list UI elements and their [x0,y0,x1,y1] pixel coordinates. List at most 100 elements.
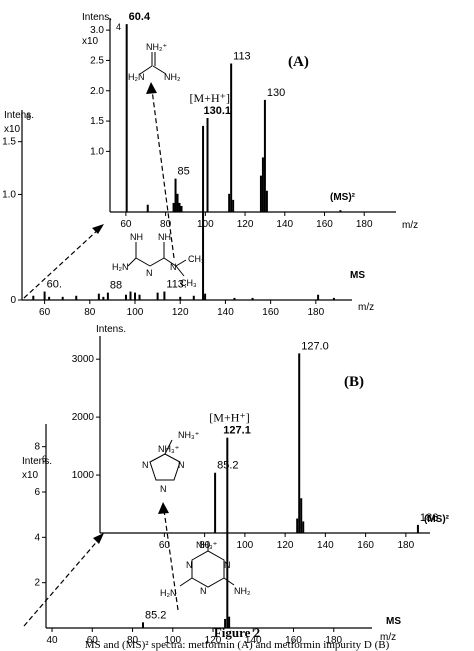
x-tick-label: 160 [316,219,333,230]
x-tick-label: 100 [197,219,214,230]
triazole-structure [149,439,181,481]
x-tick-label: 120 [277,540,294,551]
x-tick-label: 100 [237,540,254,551]
x-tick-label: 80 [160,219,172,230]
x-tick-label: 120 [237,219,254,230]
x-tick-label: 40 [46,635,58,646]
y-tick-label: 1.0 [90,146,104,157]
svg-text:NH₃⁺: NH₃⁺ [196,540,218,550]
x-tick-label: 140 [317,540,334,551]
spectrum-label: MS [386,616,401,627]
x-tick-label: 140 [276,219,293,230]
triazine-structure [179,543,235,588]
x-tick-label: 80 [199,540,211,551]
peak-label: 85.2 [217,460,238,472]
peak-label: 130 [267,87,285,99]
figure-label: Figure 2 [213,625,261,640]
svg-text:CH₃: CH₃ [188,254,205,264]
x-tick-label: 140 [217,307,234,318]
x-tick-label: 120 [205,635,222,646]
svg-text:N: N [146,268,153,278]
intens-label: Intens. [96,324,126,335]
svg-text:N: N [142,460,149,470]
peak-label: 85.2 [145,609,166,621]
y-tick-label: 1.5 [90,116,104,127]
x-tick-label: 180 [325,635,342,646]
chart-b-ms: 40 60 80 100 120 140 160 180246885.2[M+H⁺]127.1… [22,411,401,646]
svg-text:N: N [224,560,231,570]
svg-text:NH₃⁺: NH₃⁺ [178,430,200,440]
y-tick-label: 2.5 [90,55,104,66]
exponent-label: 6 [42,454,47,464]
svg-text:H₂N: H₂N [128,72,145,82]
exponent-label: 6 [26,112,31,122]
y-tick-label: 3000 [72,354,95,365]
x-tick-label: 140 [245,635,262,646]
figure-caption: MS and (MS)² spectra: metformin (A) and … [84,639,390,651]
svg-text:H₂N: H₂N [160,588,177,598]
x-tick-label: 80 [84,307,96,318]
x-tick-label: 100 [164,635,181,646]
x10-label: x10 [82,36,99,47]
x-tick-label: 80 [127,635,139,646]
x-tick-label: 160 [285,635,302,646]
intens-label: Intens. [22,456,52,467]
peak-label: 85 [178,166,190,178]
y-tick-label: 1.0 [2,189,16,200]
peak-label: 88 [110,280,122,292]
x-tick-label: 60 [87,635,99,646]
fragment-head-a [146,82,157,94]
intens-label: Intens. [82,12,112,23]
zoom-arrow-a [23,227,101,299]
x-tick-label: 60 [39,307,51,318]
peak-label: 127.0 [301,340,329,352]
svg-text:N: N [170,262,177,272]
x-tick-label: 160 [357,540,374,551]
svg-text:NH₂: NH₂ [164,72,181,82]
svg-text:NH: NH [158,232,171,242]
x-tick-label: 60 [120,219,132,230]
zoom-arrow-b [23,537,101,627]
arrow-head-a [92,224,104,234]
spectrum-label: (MS)² [424,514,450,525]
svg-text:NH: NH [130,232,143,242]
peak-label: 113 [233,50,251,62]
chart-a-ms2: 60 80 100 120 140 160 180 1.0 1.5 2.0 2.5 3.0 60.4 11… [82,11,418,231]
peak-label: [M+H⁺] [209,411,249,425]
peak-label: 130.1 [204,105,232,117]
fragment-arrow-b [163,509,179,611]
panel-label: (B) [344,374,364,390]
peak-label: 186 [420,512,438,524]
metformin-structure [127,242,187,277]
y-tick-label: 1.5 [2,137,16,148]
chart-a-ms: 60 80 100 120 140 160 180 0 1.0 1.5 60. 88 113. Inten… [2,110,374,318]
chart-b-ms2: 60 80 100 120 140 160 180 1000 2000 3000 127.0 85.2… [72,324,450,551]
x10-label: x10 [4,124,21,135]
spectrum-label: MS [350,270,365,281]
svg-text:N: N [160,484,167,494]
mz-label: m/z [402,220,418,231]
x-tick-label: 60 [159,540,171,551]
x-tick-label: 180 [398,540,415,551]
peak-label: 127.1 [223,425,251,437]
arrow-head-b [93,533,104,544]
x-tick-label: 160 [262,307,279,318]
peak-label: 60.4 [129,11,151,23]
zoom-arrows [23,89,179,627]
exponent-label: 4 [116,22,121,32]
spectrum-label: (MS)² [330,192,356,203]
peak-label: [M+H⁺] [190,91,230,105]
x-tick-label: 180 [307,307,324,318]
x-tick-label: 120 [172,307,189,318]
svg-text:NH₂⁺: NH₂⁺ [146,42,167,52]
x10-label: x10 [22,470,39,481]
svg-text:N: N [186,560,193,570]
arrow-heads [92,82,169,544]
svg-text:N: N [178,460,185,470]
svg-text:N: N [200,586,207,596]
svg-text:CH₃: CH₃ [180,278,197,288]
svg-text:H₂N: H₂N [112,262,129,272]
guanidinium-structure [139,52,167,75]
